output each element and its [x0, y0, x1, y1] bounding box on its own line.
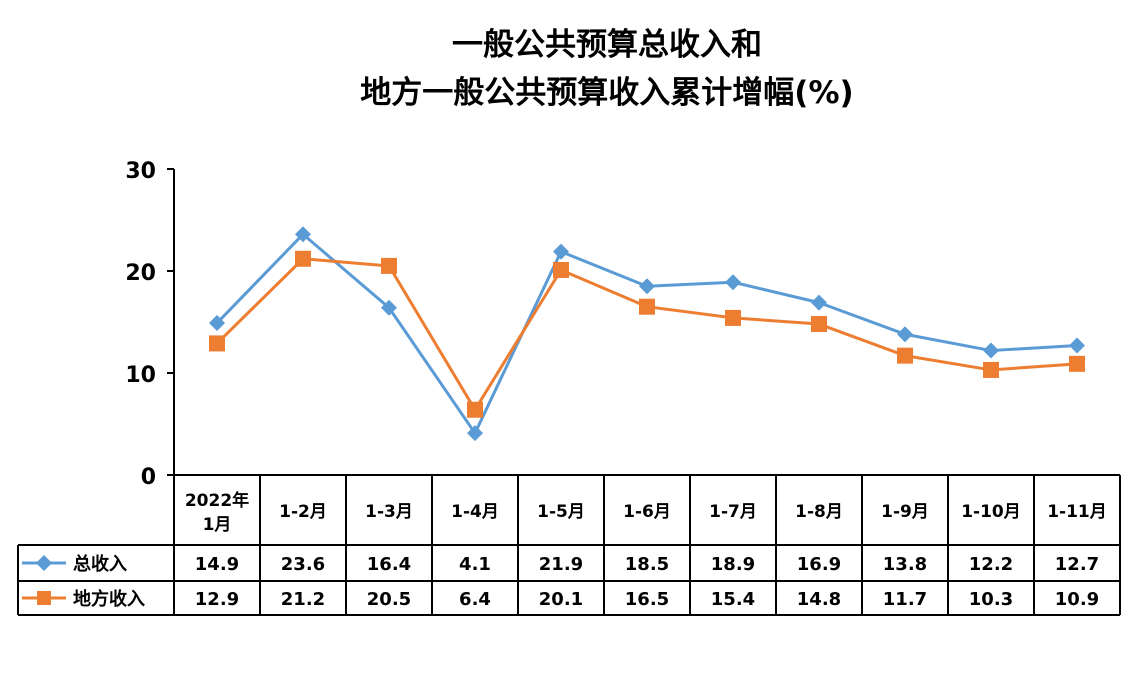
table-cell: 23.6	[281, 554, 325, 575]
data-point-diamond	[1069, 337, 1085, 354]
table-cell: 20.1	[539, 589, 583, 610]
data-point-diamond	[209, 315, 225, 332]
data-point-square	[983, 361, 999, 378]
data-point-diamond	[553, 243, 569, 260]
y-tick-label: 0	[141, 465, 156, 490]
data-point-square	[295, 250, 311, 267]
table-cell: 6.4	[459, 589, 491, 610]
data-point-diamond	[725, 274, 741, 291]
table-cell: 4.1	[459, 554, 491, 575]
table-cell: 11.7	[883, 589, 927, 610]
table-cell: 14.8	[797, 589, 841, 610]
data-point-diamond	[295, 226, 311, 243]
data-point-square	[725, 309, 741, 326]
legend-square-marker	[37, 591, 51, 605]
data-point-square	[897, 347, 913, 364]
data-point-diamond	[983, 342, 999, 359]
category-label: 1-7月	[709, 502, 757, 522]
data-point-square	[811, 316, 827, 333]
table-cell: 21.9	[539, 554, 583, 575]
table-cell: 16.9	[797, 554, 841, 575]
y-tick-label: 30	[125, 159, 156, 184]
table-cell: 15.4	[711, 589, 755, 610]
data-table: 2022年 1月 1-2月 1-3月 1-4月 1-5月 1-6月 1-7月 1-8月 1-9月 1…	[17, 474, 1121, 616]
table-cell: 10.9	[1055, 589, 1099, 610]
data-point-diamond	[639, 278, 655, 295]
category-label: 1-3月	[365, 502, 413, 522]
data-point-square	[467, 401, 483, 418]
table-cell: 16.4	[367, 554, 411, 575]
data-point-diamond	[811, 294, 827, 311]
data-point-square	[381, 257, 397, 274]
category-label: 1-8月	[795, 502, 843, 522]
table-cell: 20.5	[367, 589, 411, 610]
category-label: 1-6月	[623, 502, 671, 522]
category-label: 1-4月	[451, 502, 499, 522]
data-point-square	[639, 298, 655, 315]
data-point-square	[209, 335, 225, 352]
table-cell: 16.5	[625, 589, 669, 610]
category-label: 1-9月	[881, 502, 929, 522]
table-cell: 12.9	[195, 589, 239, 610]
table-cell: 12.7	[1055, 554, 1099, 575]
table-cell: 18.9	[711, 554, 755, 575]
category-label: 1-2月	[279, 502, 327, 522]
y-axis: 0 10 20 30	[125, 159, 175, 490]
category-label: 2022年 1月	[185, 490, 249, 535]
chart-subtitle: 地方一般公共预算收入累计增幅(%)	[360, 75, 853, 111]
legend-diamond-marker	[36, 555, 52, 571]
data-point-diamond	[897, 326, 913, 343]
series-name: 地方收入	[73, 588, 145, 610]
y-tick-label: 20	[125, 261, 156, 286]
data-point-diamond	[381, 299, 397, 316]
data-point-diamond	[467, 425, 483, 442]
category-label: 1-11月	[1047, 502, 1107, 522]
y-tick-label: 10	[125, 363, 156, 388]
chart-title: 一般公共预算总收入和	[452, 27, 762, 63]
table-cell: 14.9	[195, 554, 239, 575]
category-label: 1-5月	[537, 502, 585, 522]
table-cell: 12.2	[969, 554, 1013, 575]
category-label: 1-10月	[961, 502, 1021, 522]
series-name: 总收入	[73, 553, 127, 575]
data-point-square	[553, 261, 569, 278]
data-point-square	[1069, 355, 1085, 372]
plot-area	[209, 226, 1085, 442]
table-cell: 21.2	[281, 589, 325, 610]
series-line	[215, 232, 1078, 435]
table-cell: 18.5	[625, 554, 669, 575]
table-cell: 10.3	[969, 589, 1013, 610]
table-cell: 13.8	[883, 554, 927, 575]
